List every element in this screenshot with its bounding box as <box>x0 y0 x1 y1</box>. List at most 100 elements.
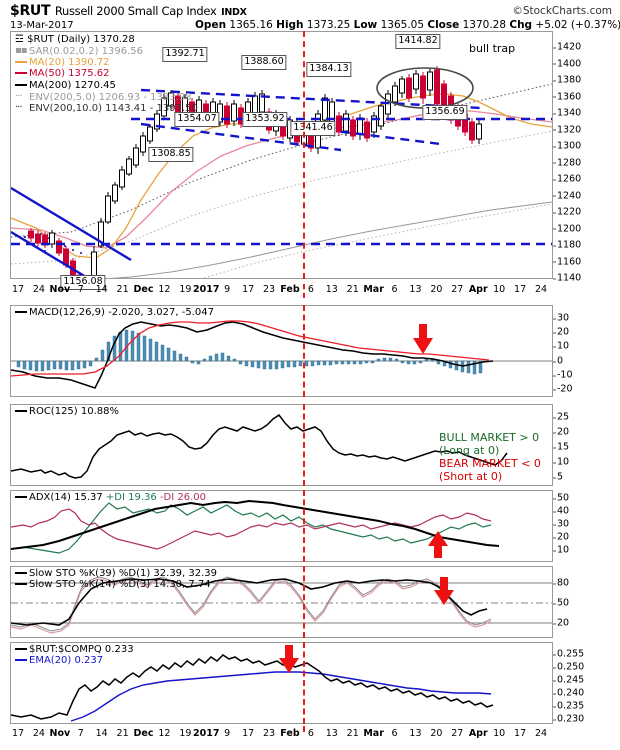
y-tick: 0.250 <box>552 661 585 673</box>
roc-legend: ROC(125) 10.88% <box>15 406 119 417</box>
x-tick: 17 <box>242 284 255 295</box>
line-swatch-icon <box>15 583 27 586</box>
price-label-1356: 1356.69 <box>422 105 468 120</box>
red-up-arrow-icon <box>428 531 448 558</box>
y-tick: 0.245 <box>552 674 585 686</box>
y-tick: 1240 <box>552 190 582 201</box>
ticker-symbol: $RUT <box>10 3 51 19</box>
y-tick: 1280 <box>552 157 582 168</box>
legend-row-env5: ··· ENV(200,5.0) 1206.93 - 1333.98 <box>15 90 192 103</box>
y-tick: 50 <box>552 492 570 504</box>
x-tick: 7 <box>77 728 84 739</box>
x-tick: 6 <box>391 284 398 295</box>
adx-legend-adx: ADX(14) 15.37 <box>29 492 103 503</box>
price-label-1341: 1341.46 <box>290 121 336 136</box>
quote-date: 13-Mar-2017 <box>10 20 74 31</box>
cursor-vertical-line <box>303 284 305 298</box>
bear-market-note: BEAR MARKET < 0 <box>439 457 541 470</box>
legend-row-env10: ··· ENV(200,10.0) 1143.41 - 1397.50 <box>15 102 198 115</box>
chart-title: $RUT Russell 2000 Small Cap Index INDX <box>10 3 247 19</box>
stochastics-y-axis: 80 50 20 <box>552 566 605 638</box>
macd-y-axis: 30 20 10 0 -10 -20 <box>552 305 605 397</box>
stochastics-plot <box>11 567 552 637</box>
x-tick: 21 <box>346 284 359 295</box>
x-tick: 21 <box>116 728 129 739</box>
open-value: 1365.16 <box>229 19 273 31</box>
x-tick: Apr <box>468 728 488 739</box>
y-tick: 1420 <box>552 41 582 53</box>
adx-plot <box>11 491 552 561</box>
x-tick: 14 <box>95 284 108 295</box>
cursor-vertical-line <box>303 642 305 724</box>
x-tick: 7 <box>77 284 84 295</box>
y-tick: 0.255 <box>552 648 585 660</box>
line-swatch-icon <box>15 648 27 650</box>
x-tick: 6 <box>307 284 314 295</box>
low-label: Low <box>353 19 378 31</box>
line-swatch-icon <box>15 311 27 313</box>
price-label-1354: 1354.07 <box>174 112 220 127</box>
y-tick: 0 <box>552 355 564 367</box>
y-tick: 10 <box>552 340 570 352</box>
price-legend: ☲ $RUT (Daily) 1370.28 ▪▪ SAR(0.02,0.2) 1… <box>15 34 198 114</box>
x-tick: 21 <box>116 284 129 295</box>
y-tick: 0.235 <box>552 700 585 712</box>
line-swatch-icon <box>15 496 27 498</box>
x-tick: Mar <box>363 284 384 295</box>
bear-market-subnote: (Short at 0) <box>439 470 503 483</box>
x-tick: 14 <box>95 728 108 739</box>
y-tick: 25 <box>552 411 570 423</box>
close-label: Close <box>427 19 460 31</box>
price-label-1414: 1414.82 <box>395 34 441 49</box>
x-tick: 13 <box>325 284 338 295</box>
x-tick: 23 <box>262 284 276 295</box>
x-tick: 27 <box>451 728 464 739</box>
y-tick: 1200 <box>552 223 582 234</box>
x-tick: 24 <box>534 284 548 295</box>
x-tick: 6 <box>307 728 314 739</box>
x-tick: 13 <box>409 284 422 295</box>
brand-name: StockCharts.com <box>522 5 612 17</box>
roc-legend-text: ROC(125) 10.88% <box>29 406 119 417</box>
red-down-arrow-icon <box>413 324 433 354</box>
y-tick: 80 <box>552 577 570 589</box>
y-tick: 20 <box>552 326 570 338</box>
ema-row: EMA(20) 0.237 <box>15 655 134 666</box>
adx-panel: ADX(14) 15.37 +DI 19.36 -DI 26.00 <box>10 490 553 562</box>
quote-bar: Open 1365.16 High 1373.25 Low 1365.05 Cl… <box>195 19 620 31</box>
line-swatch-icon <box>15 572 27 574</box>
x-tick: 2017 <box>193 728 220 739</box>
ratio-legend: $RUT:$COMPQ 0.233 EMA(20) 0.237 <box>15 644 134 667</box>
price-y-axis: 1420 1400 1380 1360 1340 1320 1300 1280 … <box>552 31 605 284</box>
y-tick: 15 <box>552 441 570 453</box>
red-down-arrow-icon <box>434 577 454 605</box>
x-tick: 24 <box>32 728 45 739</box>
line-swatch-icon <box>15 659 27 662</box>
x-tick: 23 <box>262 728 276 739</box>
adx-legend-mdi: -DI 26.00 <box>159 492 207 503</box>
y-tick: 1300 <box>552 140 582 152</box>
price-panel: ☲ $RUT (Daily) 1370.28 ▪▪ SAR(0.02,0.2) 1… <box>10 31 553 290</box>
legend-row-sar: ▪▪ SAR(0.02,0.2) 1396.56 <box>15 45 144 58</box>
y-tick: 1220 <box>552 206 582 218</box>
roc-plot <box>11 405 552 485</box>
x-tick: Apr <box>468 284 488 295</box>
dotted-line-icon: ▪▪ <box>15 45 28 57</box>
x-tick: 20 <box>430 284 443 295</box>
x-tick: 17 <box>514 284 527 295</box>
legend-row-ma50: MA(50) 1375.62 <box>15 68 198 79</box>
copyright-icon: © <box>512 5 523 17</box>
line-swatch-icon <box>15 72 27 75</box>
y-tick: 20 <box>552 531 570 543</box>
x-tick: 10 <box>493 728 506 739</box>
adx-y-axis: 50 40 30 20 10 <box>552 490 605 562</box>
y-tick: 30 <box>552 312 570 324</box>
adx-legend: ADX(14) 15.37 +DI 19.36 -DI 26.00 <box>15 492 206 503</box>
low-value: 1365.05 <box>380 19 425 31</box>
y-tick: 0.240 <box>552 687 585 699</box>
close-value: 1370.28 <box>462 19 507 31</box>
y-tick: -10 <box>553 369 573 381</box>
y-tick: 1160 <box>552 256 582 267</box>
x-tick: 6 <box>391 728 398 739</box>
stochastics-panel: Slow STO %K(39) %D(1) 32.39, 32.39 Slow … <box>10 566 553 638</box>
